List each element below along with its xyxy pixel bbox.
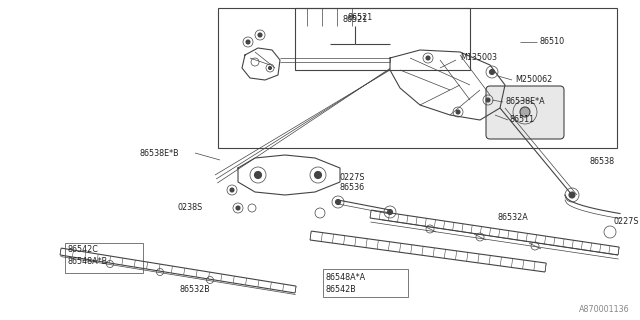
Circle shape xyxy=(335,199,340,204)
Circle shape xyxy=(520,107,530,117)
Text: 86548A*A: 86548A*A xyxy=(325,273,365,282)
Text: M250062: M250062 xyxy=(515,76,552,84)
Circle shape xyxy=(387,210,392,214)
Text: 86538E*B: 86538E*B xyxy=(140,148,180,157)
Bar xyxy=(65,243,143,273)
Text: 86542B: 86542B xyxy=(325,284,356,293)
Text: 0227S: 0227S xyxy=(340,172,365,181)
Text: 86536: 86536 xyxy=(340,183,365,193)
Text: 86510: 86510 xyxy=(540,37,565,46)
Circle shape xyxy=(490,69,495,75)
Text: 86511: 86511 xyxy=(510,116,535,124)
Text: 0227S: 0227S xyxy=(614,217,639,226)
Text: 86538: 86538 xyxy=(590,157,615,166)
Circle shape xyxy=(314,172,321,179)
Circle shape xyxy=(426,56,430,60)
Text: A870001136: A870001136 xyxy=(579,305,630,314)
Circle shape xyxy=(486,98,490,102)
Circle shape xyxy=(269,67,271,69)
Circle shape xyxy=(456,110,460,114)
Text: 86521: 86521 xyxy=(348,12,373,21)
Text: 86542C: 86542C xyxy=(67,244,98,253)
Text: 86538E*A: 86538E*A xyxy=(505,98,545,107)
Circle shape xyxy=(258,33,262,37)
Circle shape xyxy=(246,40,250,44)
Circle shape xyxy=(255,172,262,179)
Text: 86532A: 86532A xyxy=(498,213,529,222)
Text: 86532B: 86532B xyxy=(180,285,211,294)
Text: 86548A*B: 86548A*B xyxy=(67,258,107,267)
Bar xyxy=(323,269,408,297)
Circle shape xyxy=(230,188,234,192)
Circle shape xyxy=(236,206,240,210)
Text: M135003: M135003 xyxy=(460,52,497,61)
Bar xyxy=(218,8,617,148)
Text: 0238S: 0238S xyxy=(177,204,202,212)
Text: 86521: 86521 xyxy=(342,15,367,25)
Bar xyxy=(295,8,470,70)
Circle shape xyxy=(569,192,575,198)
FancyBboxPatch shape xyxy=(486,86,564,139)
